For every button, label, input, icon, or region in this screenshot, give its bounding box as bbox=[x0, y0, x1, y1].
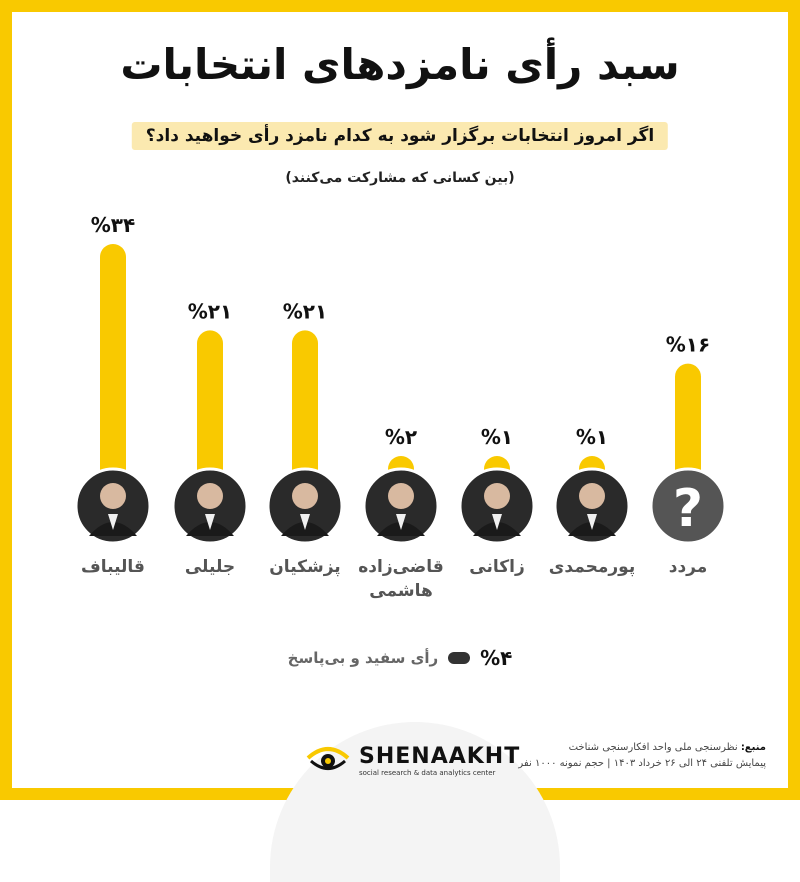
portrait-icon bbox=[74, 467, 152, 545]
category-label: جلیلی bbox=[185, 557, 235, 577]
legend: %۴ رأی سفید و بی‌پاسخ bbox=[0, 646, 800, 670]
brand-logo: SHENAAKHT social research & data analyti… bbox=[305, 742, 520, 778]
eye-icon bbox=[306, 747, 350, 770]
value-label: %۲ bbox=[385, 425, 417, 449]
value-label: %۱۶ bbox=[666, 333, 710, 357]
value-label: %۱ bbox=[576, 425, 608, 449]
category-label: پزشکیان bbox=[269, 557, 340, 577]
category-label: قاضی‌زاده bbox=[358, 557, 444, 577]
category-label: زاکانی bbox=[469, 557, 524, 577]
source-text: نظرسنجی ملی واحد افکارسنجی شناخت bbox=[568, 742, 738, 753]
bar-chart: %۳۴ قالیباف %۲۱ جلیلی %۲۱ پزشکیان %۲ قاضی‌زاده ه… bbox=[74, 213, 727, 601]
category-label: قالیباف bbox=[81, 557, 145, 577]
portrait-icon bbox=[171, 467, 249, 545]
portrait-icon bbox=[362, 467, 440, 545]
legend-value: %۴ bbox=[480, 646, 513, 670]
bar bbox=[292, 330, 318, 500]
legend-label: رأی سفید و بی‌پاسخ bbox=[287, 649, 439, 667]
value-label: %۲۱ bbox=[283, 299, 327, 323]
portrait-icon bbox=[553, 467, 631, 545]
legend-swatch bbox=[448, 652, 471, 664]
value-label: %۳۴ bbox=[91, 213, 135, 237]
survey-question: اگر امروز انتخابات برگزار شود به کدام نا… bbox=[131, 122, 669, 150]
value-label: %۲۱ bbox=[188, 299, 232, 323]
category-label: هاشمی bbox=[369, 581, 432, 601]
value-label: %۱ bbox=[481, 425, 513, 449]
bar bbox=[197, 330, 223, 500]
category-label: مردد bbox=[669, 557, 708, 577]
page-title: سبد رأی نامزدهای انتخابات bbox=[120, 40, 680, 89]
source-note: منبع: نظرسنجی ملی واحد افکارسنجی شناخت پ… bbox=[466, 740, 766, 772]
subtitle: (بین کسانی که مشارکت می‌کنند) bbox=[285, 170, 515, 186]
source-detail: پیمایش تلفنی ۲۴ الی ۲۶ خرداد ۱۴۰۳ | حجم … bbox=[518, 758, 766, 769]
portrait-icon bbox=[458, 467, 536, 545]
svg-text:?: ? bbox=[673, 479, 703, 539]
bar bbox=[100, 244, 126, 500]
brand-name: SHENAAKHT bbox=[359, 743, 521, 769]
portrait-icon bbox=[266, 467, 344, 545]
brand-tagline: social research & data analytics center bbox=[359, 768, 496, 777]
source-title: منبع: bbox=[740, 742, 766, 753]
question-mark-icon: ? bbox=[649, 467, 727, 545]
category-label: پورمحمدی bbox=[549, 557, 635, 577]
bar bbox=[675, 363, 701, 500]
